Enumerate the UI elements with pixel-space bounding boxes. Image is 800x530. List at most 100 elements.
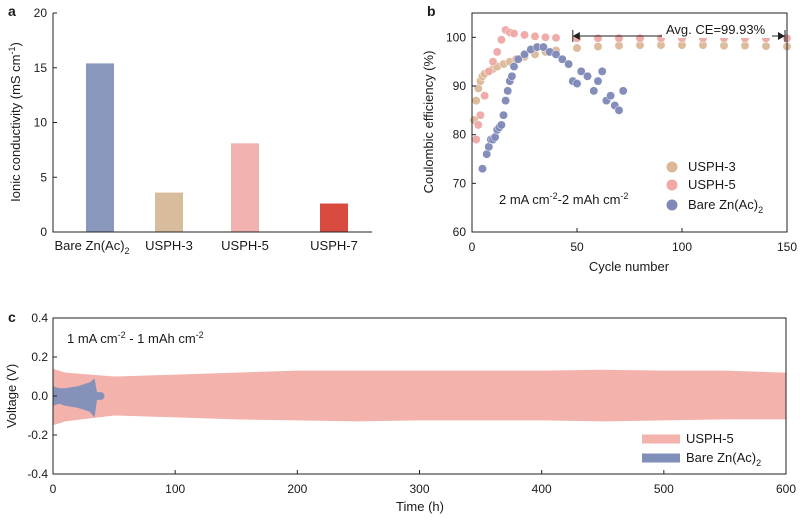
point-usph-3 xyxy=(572,43,582,53)
panel-b: b 60 70 80 90 100 0 50 100 150 Avg. CE=99.93% 2… xyxy=(421,3,797,274)
point-bare-zn-ac- xyxy=(478,164,487,174)
panel-a-ylabel: Ionic conductivity (mS cm-1) xyxy=(7,42,23,202)
c-ytick-label: -0.2 xyxy=(27,428,48,442)
c-xtick-label: 200 xyxy=(287,482,307,496)
ce-arrowhead-right xyxy=(778,32,785,40)
a-ytick-label: 5 xyxy=(40,170,47,184)
point-usph-5 xyxy=(593,33,603,43)
panel-b-xlabel: Cycle number xyxy=(589,259,670,274)
a-xtick-label: USPH-3 xyxy=(145,238,193,253)
legend-marker-bare-zn-ac- xyxy=(666,199,678,211)
panel-a: a 0 5 10 15 20 Bare Zn(Ac)2 USPH-3 USPH-5 USPH-… xyxy=(7,3,372,256)
bar-usph-7 xyxy=(320,203,348,232)
point-bare-zn-ac- xyxy=(496,120,506,130)
panel-a-label: a xyxy=(8,3,16,19)
panel-a-yticks: 0 5 10 15 20 xyxy=(34,6,57,239)
point-usph-5 xyxy=(509,28,519,38)
a-xtick-label: Bare Zn(Ac)2 xyxy=(54,238,129,256)
b-xtick-label: 50 xyxy=(570,240,584,254)
point-usph-3 xyxy=(593,42,603,52)
panel-c-voltage-bands xyxy=(53,368,786,426)
a-xtick-label: USPH-5 xyxy=(221,238,269,253)
legend-marker-usph-3 xyxy=(666,161,678,173)
point-usph-5 xyxy=(488,57,498,67)
a-xtick-label: USPH-7 xyxy=(310,238,358,253)
ce-arrowhead-left xyxy=(572,32,580,40)
panel-b-label: b xyxy=(427,3,436,19)
b-ytick-label: 100 xyxy=(446,30,466,44)
point-bare-zn-ac- xyxy=(503,86,513,96)
legend-label: Bare Zn(Ac)2 xyxy=(688,197,763,215)
point-usph-5 xyxy=(530,31,540,41)
voltage-band-usph-5 xyxy=(53,368,786,426)
panel-c-xlabel: Time (h) xyxy=(396,499,444,514)
point-bare-zn-ac- xyxy=(499,110,508,120)
point-usph-5 xyxy=(471,135,481,144)
panel-c-legend: USPH-5 Bare Zn(Ac)2 xyxy=(642,431,761,468)
c-xtick-label: 300 xyxy=(409,482,429,496)
c-xtick-label: 100 xyxy=(165,482,185,496)
c-xtick-label: 600 xyxy=(776,482,796,496)
c-xtick-label: 400 xyxy=(532,482,552,496)
point-usph-5 xyxy=(614,33,624,43)
panel-a-xticks: Bare Zn(Ac)2 USPH-3 USPH-5 USPH-7 xyxy=(54,238,357,256)
panel-b-condition: 2 mA cm-2-2 mAh cm-2 xyxy=(499,191,628,207)
b-xtick-label: 100 xyxy=(672,240,692,254)
panel-c-ylabel: Voltage (V) xyxy=(4,364,19,428)
point-bare-zn-ac- xyxy=(593,76,603,86)
legend-label: USPH-5 xyxy=(688,177,736,192)
a-ytick-label: 15 xyxy=(34,61,48,75)
panel-b-points xyxy=(469,25,792,174)
point-usph-5 xyxy=(520,30,529,40)
b-xtick-label: 150 xyxy=(777,240,797,254)
point-usph-5 xyxy=(635,33,645,43)
panel-c-label: c xyxy=(8,309,16,325)
a-ytick-label: 10 xyxy=(34,116,48,130)
point-bare-zn-ac- xyxy=(589,86,599,96)
legend-label: USPH-5 xyxy=(686,431,734,446)
panel-c-condition: 1 mA cm-2 - 1 mAh cm-2 xyxy=(67,330,204,346)
bar-usph-5 xyxy=(231,143,259,232)
voltage-band-bare-zn-ac- xyxy=(53,378,105,418)
panel-b-ylabel: Coulombic efficiency (%) xyxy=(421,51,436,194)
b-xtick-label: 0 xyxy=(469,240,476,254)
point-bare-zn-ac- xyxy=(597,66,607,76)
c-xtick-label: 500 xyxy=(654,482,674,496)
bar-usph-3 xyxy=(155,192,183,232)
point-bare-zn-ac- xyxy=(501,96,511,106)
point-usph-5 xyxy=(473,120,483,130)
legend-label: USPH-3 xyxy=(688,159,736,174)
panel-c: c -0.4-0.20.00.20.4 0 100 200 300 400 500 600 … xyxy=(4,309,796,514)
point-bare-zn-ac- xyxy=(583,71,592,81)
point-bare-zn-ac- xyxy=(551,49,561,59)
panel-b-xticks: 0 50 100 150 xyxy=(469,228,797,254)
c-xtick-label: 0 xyxy=(50,482,57,496)
ce-label-backdrop xyxy=(662,22,772,38)
c-ytick-label: 0.4 xyxy=(31,311,48,325)
a-ytick-label: 0 xyxy=(40,225,47,239)
point-usph-5 xyxy=(496,35,506,45)
point-bare-zn-ac- xyxy=(564,59,574,69)
point-bare-zn-ac- xyxy=(538,42,548,52)
point-usph-5 xyxy=(551,33,561,43)
point-bare-zn-ac- xyxy=(507,71,517,81)
point-usph-5 xyxy=(475,110,485,120)
b-ytick-label: 70 xyxy=(453,176,467,190)
panel-b-ce-annotation: Avg. CE=99.93% xyxy=(572,22,786,42)
point-usph-5 xyxy=(484,66,494,76)
legend-label: Bare Zn(Ac)2 xyxy=(686,450,761,468)
point-bare-zn-ac- xyxy=(614,105,624,115)
b-ytick-label: 80 xyxy=(453,128,467,142)
point-usph-5 xyxy=(480,91,490,101)
b-ytick-label: 90 xyxy=(453,79,467,93)
point-bare-zn-ac- xyxy=(606,91,616,101)
a-ytick-label: 20 xyxy=(34,6,48,20)
legend-marker-usph-5 xyxy=(666,179,678,191)
point-usph-5 xyxy=(492,47,502,57)
c-ytick-label: 0.2 xyxy=(31,350,48,364)
c-ytick-label: -0.4 xyxy=(27,467,48,481)
point-usph-3 xyxy=(761,41,771,51)
b-ytick-label: 60 xyxy=(453,225,467,239)
panel-c-xticks: 0 100 200 300 400 500 600 xyxy=(50,470,796,496)
